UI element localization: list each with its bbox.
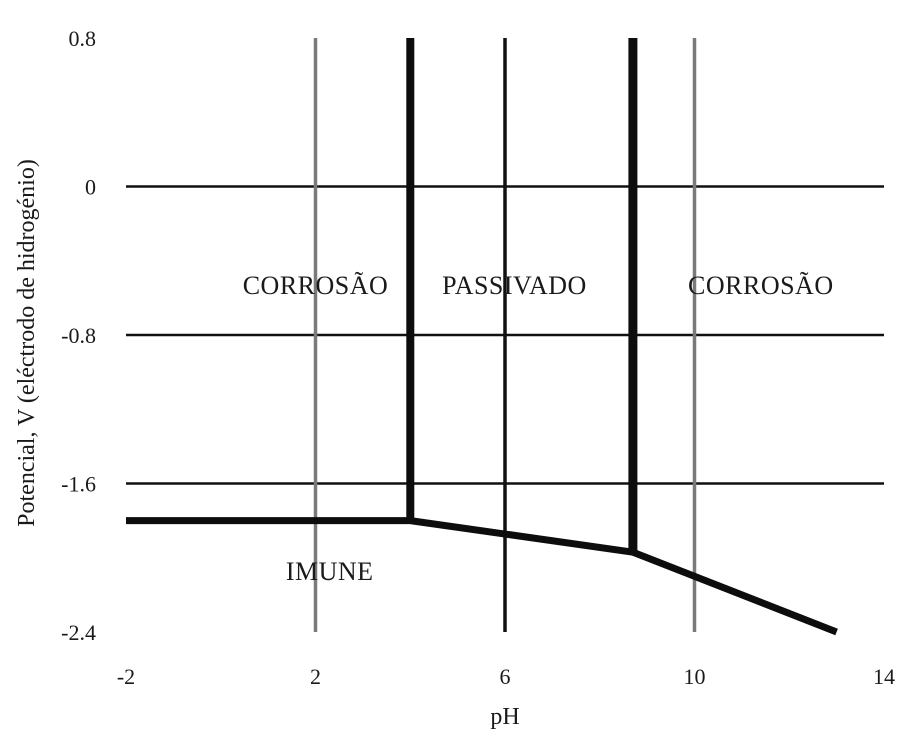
- region-label-1: PASSIVADO: [442, 271, 587, 300]
- region-label-2: CORROSÃO: [688, 271, 834, 300]
- region-labels: CORROSÃO PASSIVADO CORROSÃO IMUNE: [243, 271, 834, 586]
- y-tick-label: -2.4: [61, 620, 96, 645]
- x-tick-label: 10: [684, 664, 706, 689]
- x-tick-label: 6: [500, 664, 511, 689]
- region-label-3: IMUNE: [286, 557, 374, 586]
- x-tick-label: 14: [873, 664, 895, 689]
- x-tick-label: -2: [117, 664, 135, 689]
- y-axis-title: Potencial, V (eléctrodo de hidrogénio): [14, 159, 40, 527]
- y-tick-label: -0.8: [61, 323, 96, 348]
- y-tick-label: -1.6: [61, 472, 96, 497]
- y-tick-labels: 0.8 0 -0.8 -1.6 -2.4: [61, 26, 96, 645]
- series-lines: [126, 38, 838, 636]
- x-tick-labels: -2 2 6 10 14: [117, 664, 895, 689]
- x-tick-label: 2: [310, 664, 321, 689]
- region-label-0: CORROSÃO: [243, 271, 389, 300]
- boundary-line-0: [126, 517, 838, 636]
- grid-lines: [126, 38, 884, 632]
- x-axis-title: pH: [490, 704, 519, 729]
- y-tick-label: 0: [85, 175, 96, 200]
- y-tick-label: 0.8: [69, 26, 97, 51]
